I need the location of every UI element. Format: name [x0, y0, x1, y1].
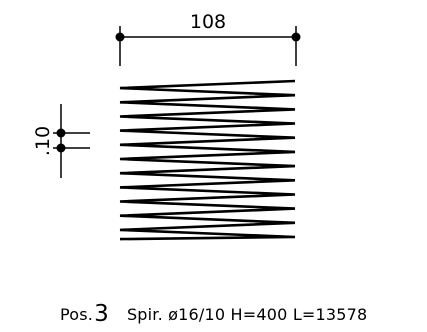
pitch-dimension-label: .10: [32, 126, 54, 156]
spiral-bar: [119, 79, 296, 241]
width-dimension-start-dot: [115, 32, 125, 42]
width-dimension-end-dot: [291, 32, 301, 42]
width-dimension-label: 108: [190, 11, 226, 33]
width-dimension: 108: [115, 11, 301, 66]
spiral-specification: Spir. ø16/10 H=400 L=13578: [126, 305, 368, 324]
pitch-dimension: .10: [32, 104, 90, 178]
position-caption: Pos.3 Spir. ø16/10 H=400 L=13578: [60, 301, 367, 331]
pitch-dimension-bottom-dot: [56, 143, 66, 153]
position-number: 3: [94, 301, 109, 327]
pitch-dimension-top-dot: [56, 128, 66, 138]
position-label: Pos.: [60, 305, 94, 324]
